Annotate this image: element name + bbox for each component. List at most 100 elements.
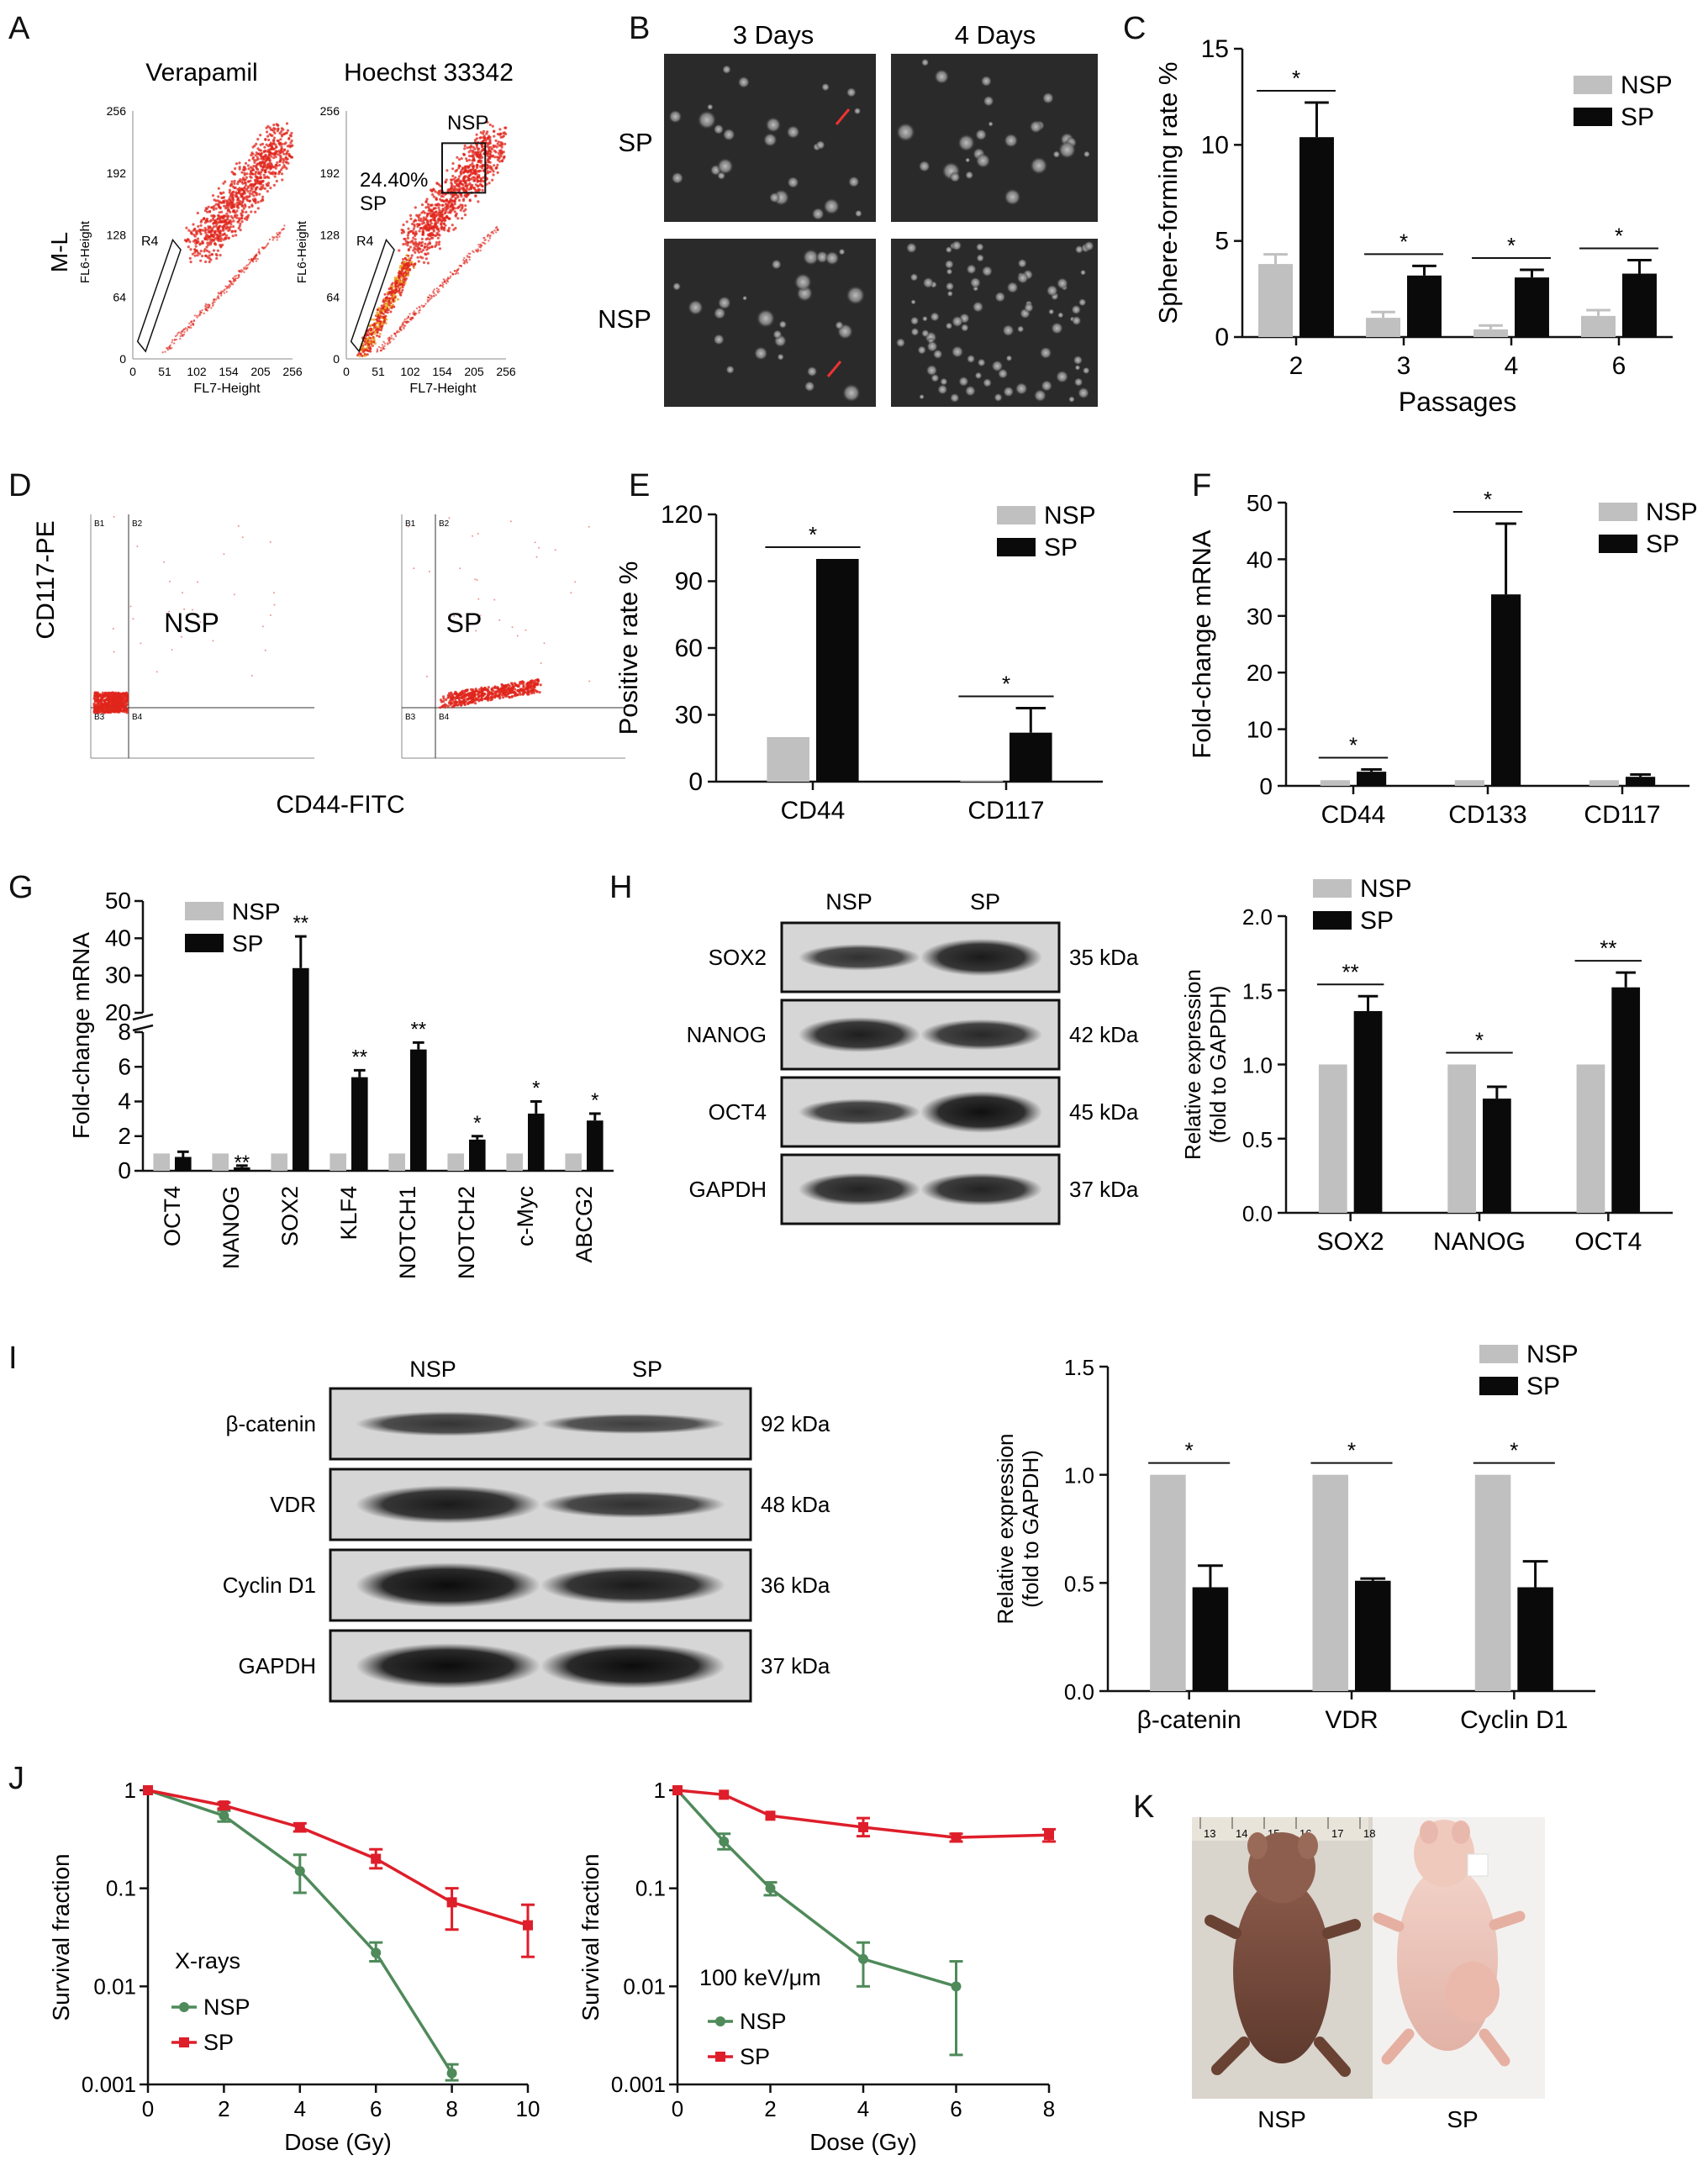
nsp-gate-box bbox=[441, 142, 487, 194]
y-tick-label: 0 bbox=[1259, 773, 1273, 799]
y-tick-label: 5 bbox=[1215, 228, 1229, 256]
cell-sphere bbox=[982, 377, 993, 388]
cell-sphere bbox=[713, 307, 726, 320]
panel-letter-b: B bbox=[629, 11, 650, 46]
legend-marker-nsp bbox=[715, 2016, 725, 2026]
cell-sphere bbox=[949, 393, 960, 403]
cell-sphere bbox=[717, 295, 732, 310]
cell-sphere bbox=[1003, 133, 1019, 149]
panel-letter-k: K bbox=[1133, 1789, 1154, 1825]
y-tick-label: 120 bbox=[661, 501, 703, 529]
quadrant-label: B1 bbox=[405, 519, 416, 529]
flow-x-tick: 102 bbox=[400, 365, 420, 378]
y-tick-label: 0 bbox=[1215, 324, 1229, 351]
y-tick-label: 0.01 bbox=[623, 1973, 666, 1999]
blot-row: GAPDH 37 kDa bbox=[689, 1153, 1139, 1225]
quadrant-label: B4 bbox=[132, 713, 143, 722]
flow-y-tick: 128 bbox=[320, 229, 340, 242]
bar-nsp bbox=[506, 1153, 523, 1171]
bar-nsp bbox=[1454, 780, 1484, 786]
cell-sphere bbox=[853, 107, 862, 115]
ruler-tick-label: 14 bbox=[1236, 1827, 1247, 1840]
cell-sphere bbox=[951, 240, 962, 251]
micrograph-3 bbox=[891, 239, 1098, 407]
flow-x-tick: 0 bbox=[129, 365, 136, 378]
cell-sphere bbox=[926, 340, 939, 353]
y-tick-label: 20 bbox=[105, 999, 131, 1025]
y-tick-label: 0.1 bbox=[106, 1876, 136, 1901]
blot-row: NANOG 42 kDa bbox=[687, 999, 1139, 1071]
panel-b-row-nsp: NSP bbox=[598, 304, 651, 334]
legend-label-sp: SP bbox=[1646, 530, 1679, 558]
legend-swatch-sp bbox=[997, 538, 1036, 556]
blot-row-label: SOX2 bbox=[709, 945, 767, 970]
cell-sphere bbox=[977, 358, 986, 367]
legend-label-sp: SP bbox=[1526, 1373, 1560, 1400]
cell-sphere bbox=[1078, 298, 1087, 307]
cell-sphere bbox=[1046, 284, 1058, 298]
y-axis-label: Relative expression bbox=[993, 1434, 1018, 1625]
cell-sphere bbox=[945, 282, 955, 292]
cell-sphere bbox=[975, 242, 984, 251]
flow-x-tick: 51 bbox=[372, 365, 385, 378]
flow-y-tick: 192 bbox=[320, 166, 340, 180]
flow-d-plot-0: B1 B2 B3 B4 bbox=[90, 514, 314, 759]
y-axis-label-2: (fold to GAPDH) bbox=[1018, 1450, 1043, 1608]
x-axis-label: Dose (Gy) bbox=[809, 2129, 917, 2155]
cell-sphere bbox=[854, 209, 862, 218]
y-tick-label: 1.0 bbox=[1064, 1463, 1094, 1489]
cell-sphere bbox=[940, 377, 948, 386]
cell-sphere bbox=[932, 349, 943, 360]
blot-row-label: Cyclin D1 bbox=[223, 1573, 316, 1598]
x-tick-label: ABCG2 bbox=[572, 1186, 597, 1263]
flow-plot-verapamil: 256 192 128 64 00 51 102 154 205 256 bbox=[107, 104, 303, 378]
blot-row-label: NANOG bbox=[687, 1022, 767, 1047]
curve-sp bbox=[147, 1789, 529, 1927]
bar-sp bbox=[1353, 1010, 1383, 1213]
bar-sp bbox=[410, 1049, 427, 1171]
cell-sphere bbox=[713, 124, 725, 135]
cell-sphere bbox=[793, 272, 813, 292]
cell-sphere bbox=[1055, 370, 1069, 384]
cell-sphere bbox=[944, 259, 955, 270]
bar-sp bbox=[1407, 275, 1442, 337]
cell-sphere bbox=[845, 285, 866, 306]
x-tick-label: SOX2 bbox=[1317, 1228, 1384, 1256]
cell-sphere bbox=[1023, 302, 1035, 314]
cell-sphere bbox=[1077, 387, 1090, 399]
significance-marker: * bbox=[532, 1078, 540, 1100]
cell-sphere bbox=[1071, 304, 1082, 315]
x-tick-label: CD117 bbox=[1584, 801, 1660, 829]
cell-sphere bbox=[846, 87, 857, 98]
y-tick-label: 40 bbox=[1247, 546, 1273, 572]
x-tick-label: NANOG bbox=[1433, 1228, 1526, 1256]
legend-label-nsp: NSP bbox=[1360, 875, 1412, 903]
cell-sphere bbox=[671, 171, 684, 185]
western-blot-i: NSP SP β-catenin 92 kDa VDR 48 kDa Cyclin D1 36… bbox=[223, 1357, 830, 1703]
point-sp bbox=[143, 1785, 153, 1795]
cell-sphere bbox=[974, 371, 983, 380]
cell-sphere bbox=[988, 121, 994, 127]
point-sp bbox=[219, 1800, 229, 1811]
cell-sphere bbox=[1016, 271, 1029, 285]
nsp-gate-label: NSP bbox=[447, 112, 488, 134]
bar-sp bbox=[351, 1077, 368, 1171]
cell-sphere bbox=[1039, 346, 1052, 360]
panel-k-sp-label: SP bbox=[1447, 2106, 1478, 2132]
micrograph-grid bbox=[664, 54, 1098, 407]
chart-h-relative-expression: 0.0 0.5 1.0 1.5 2.0 SOX2 ** NANOG * OCT4 ** Relativ… bbox=[1180, 875, 1673, 1256]
cell-sphere bbox=[946, 268, 953, 276]
y-axis-label: Positive rate % bbox=[614, 561, 643, 735]
y-tick-label: 50 bbox=[105, 888, 131, 914]
western-blot-h: NSP SP SOX2 35 kDa NANOG 42 kDa OCT4 45 kDa GAPD… bbox=[687, 889, 1139, 1225]
x-tick-label: 6 bbox=[1612, 352, 1626, 380]
panel-a-y-axis: M-L bbox=[46, 232, 72, 272]
cell-sphere bbox=[991, 360, 1004, 372]
point-sp bbox=[765, 1810, 776, 1821]
point-sp bbox=[371, 1853, 382, 1864]
legend-label-nsp: NSP bbox=[1526, 1341, 1579, 1368]
red-arrow-icon bbox=[835, 108, 851, 125]
bar-nsp bbox=[767, 737, 809, 782]
flow-x-tick: 154 bbox=[219, 365, 239, 378]
